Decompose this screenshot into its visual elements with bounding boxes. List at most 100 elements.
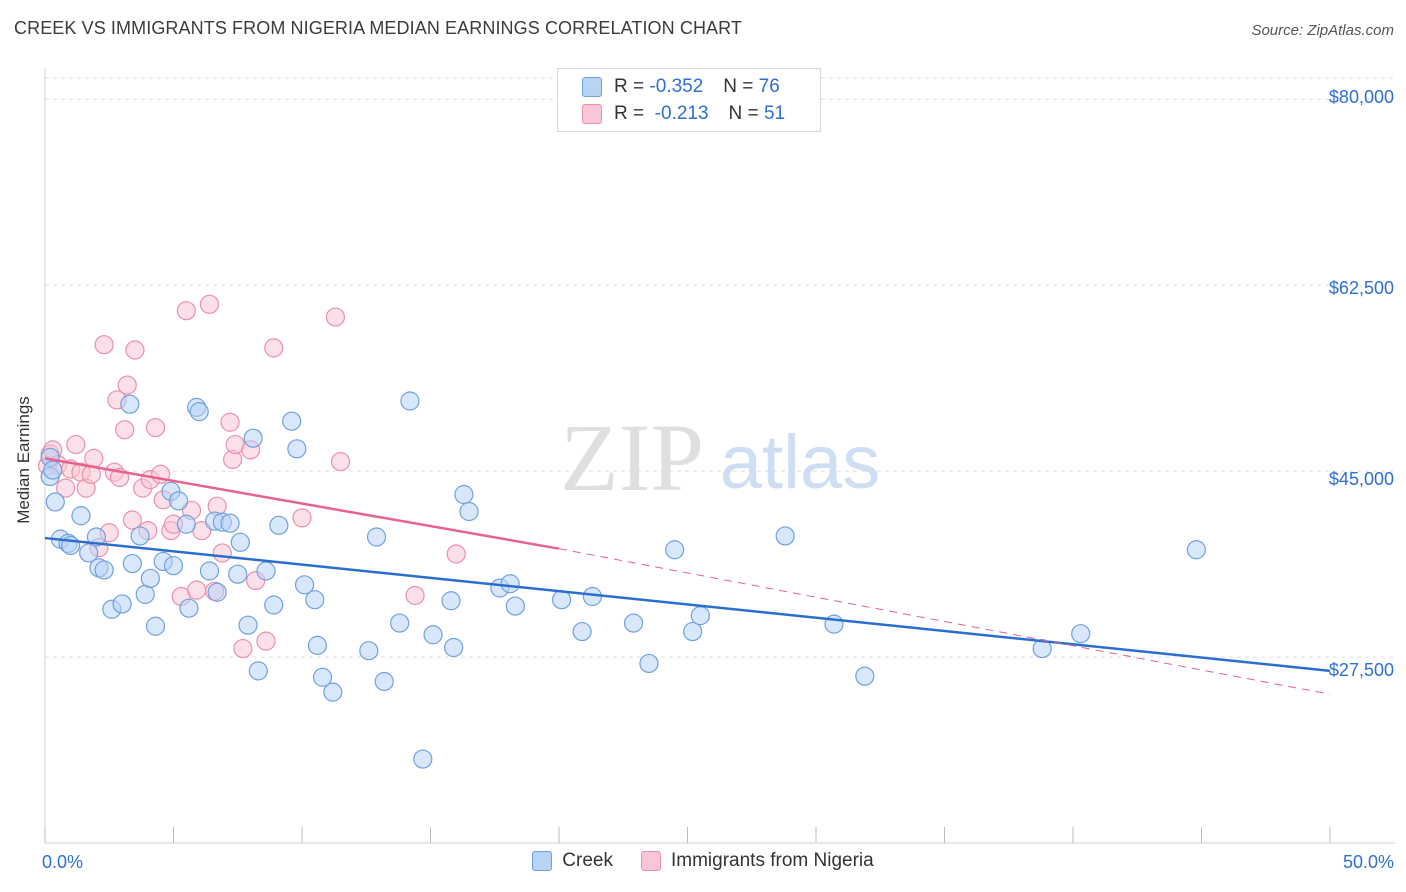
creek-point [86, 527, 107, 547]
creek-trend-line [44, 536, 1331, 673]
creek-points [40, 391, 1206, 769]
creek-point [130, 526, 150, 546]
trend-lines [44, 457, 1331, 695]
stats-row-nigeria: R = -0.213 N = 51 [582, 101, 785, 127]
stats-legend: R = -0.352 N = 76 R = -0.213 N = 51 [557, 68, 821, 132]
creek-point [441, 591, 461, 611]
nigeria-point [66, 434, 86, 455]
nigeria-point [446, 544, 466, 564]
creek-point [179, 598, 199, 618]
creek-point [639, 653, 659, 674]
r-value: -0.213 [654, 103, 709, 124]
n-value: 51 [763, 103, 786, 124]
series-legend: Creek Immigrants from Nigeria [0, 850, 1406, 872]
creek-point [423, 625, 443, 645]
x-tick-label-min: 0.0% [42, 852, 84, 872]
nigeria-point [233, 638, 253, 659]
creek-point [135, 584, 155, 604]
creek-point [665, 540, 685, 560]
creek-point [623, 613, 644, 633]
legend-label: Creek [562, 850, 613, 871]
creek-swatch [582, 77, 602, 97]
creek-point [374, 671, 394, 692]
y-tick-label: $80,000 [1328, 87, 1394, 107]
nigeria-swatch [640, 851, 661, 871]
r-value: -0.352 [649, 76, 704, 97]
creek-point [572, 621, 592, 642]
creek-point [120, 394, 140, 414]
nigeria-point [94, 335, 114, 355]
nigeria-point [264, 338, 284, 358]
creek-point [230, 532, 250, 552]
nigeria-point [55, 478, 76, 498]
creek-point [79, 543, 99, 563]
creek-point [264, 595, 284, 615]
nigeria-point [199, 294, 220, 314]
watermark-atlas: atlas [720, 420, 881, 505]
nigeria-point [145, 417, 166, 438]
creek-point [400, 391, 420, 411]
watermark: ZIP atlas [560, 404, 880, 511]
nigeria-point [187, 580, 207, 600]
stats-row-creek: R = -0.352 N = 76 [582, 74, 780, 100]
creek-point [163, 556, 184, 576]
creek-point [43, 460, 63, 480]
creek-point [775, 526, 795, 546]
n-label: N = [723, 76, 754, 97]
nigeria-point [325, 307, 346, 327]
legend-item-nigeria: Immigrants from Nigeria [640, 850, 874, 872]
nigeria-point [256, 631, 276, 651]
creek-point [366, 527, 387, 547]
nigeria-point [330, 451, 351, 472]
creek-point [444, 637, 464, 658]
legend-label: Immigrants from Nigeria [670, 850, 874, 871]
creek-point [112, 594, 132, 614]
nigeria-point [117, 375, 137, 395]
y-axis-title: Median Earnings [14, 396, 33, 524]
nigeria-point [125, 340, 145, 360]
nigeria-point [405, 585, 425, 606]
creek-point [207, 582, 227, 602]
creek-point [500, 574, 520, 594]
creek-point [855, 666, 875, 686]
creek-point [269, 515, 289, 535]
nigeria-points [37, 294, 466, 659]
creek-point [390, 613, 410, 633]
r-label: R = [614, 76, 645, 97]
nigeria-point [122, 510, 142, 530]
creek-point [243, 428, 263, 448]
n-value: 76 [758, 76, 780, 97]
creek-point [189, 402, 209, 422]
creek-point [238, 615, 258, 635]
nigeria-trend-line [44, 457, 560, 550]
r-label: R = [614, 103, 645, 124]
creek-point [312, 667, 333, 687]
creek-point [220, 513, 240, 533]
creek-point [122, 553, 142, 574]
creek-point [287, 439, 307, 459]
gridlines [45, 77, 1395, 658]
creek-point [199, 561, 220, 581]
creek-point [454, 484, 474, 505]
creek-point [1186, 540, 1206, 560]
creek-point [71, 506, 91, 526]
creek-point [551, 590, 572, 610]
nigeria-point [115, 420, 135, 440]
creek-point [176, 514, 196, 534]
nigeria-point [292, 508, 312, 528]
nigeria-point [176, 301, 196, 321]
creek-point [683, 621, 703, 642]
source-label: Source: ZipAtlas.com [1251, 22, 1394, 39]
watermark-zip: ZIP [560, 404, 704, 511]
creek-point [323, 682, 343, 702]
creek-point [690, 606, 710, 626]
nigeria-swatch [582, 104, 602, 124]
creek-point [169, 491, 189, 511]
creek-point [1071, 624, 1091, 644]
y-tick-label: $62,500 [1328, 278, 1394, 298]
creek-point [294, 575, 315, 595]
creek-point [359, 641, 379, 661]
creek-swatch [532, 851, 553, 871]
creek-point [140, 568, 160, 589]
x-tick-label-max: 50.0% [1342, 852, 1394, 872]
